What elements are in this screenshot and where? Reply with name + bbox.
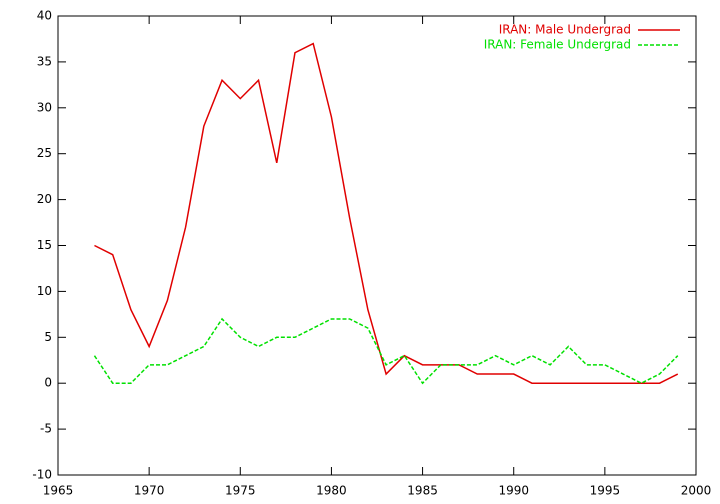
y-tick-label: -10 [32, 468, 52, 482]
y-tick-label: 0 [44, 376, 52, 390]
y-tick-label: 30 [37, 100, 52, 114]
x-tick-label: 1995 [590, 484, 621, 498]
y-tick-label: 5 [44, 330, 52, 344]
y-tick-label: 25 [37, 146, 52, 160]
x-tick-label: 1980 [316, 484, 347, 498]
y-tick-label: -5 [40, 422, 52, 436]
series-line [93, 317, 679, 385]
x-tick-label: 1970 [134, 484, 165, 498]
x-tick-label: 1965 [43, 484, 74, 498]
legend-label: IRAN: Female Undergrad [484, 38, 631, 52]
x-tick-label: 1985 [407, 484, 438, 498]
x-tick-label: 1990 [498, 484, 529, 498]
y-tick-label: 40 [37, 9, 52, 23]
x-tick-label: 2000 [681, 484, 712, 498]
y-tick-label: 10 [37, 284, 52, 298]
x-tick-label: 1975 [225, 484, 256, 498]
y-tick-label: 15 [37, 238, 52, 252]
legend-label: IRAN: Male Undergrad [499, 23, 631, 37]
y-tick-label: 35 [37, 54, 52, 68]
series-line [94, 42, 679, 384]
y-tick-label: 20 [37, 192, 52, 206]
